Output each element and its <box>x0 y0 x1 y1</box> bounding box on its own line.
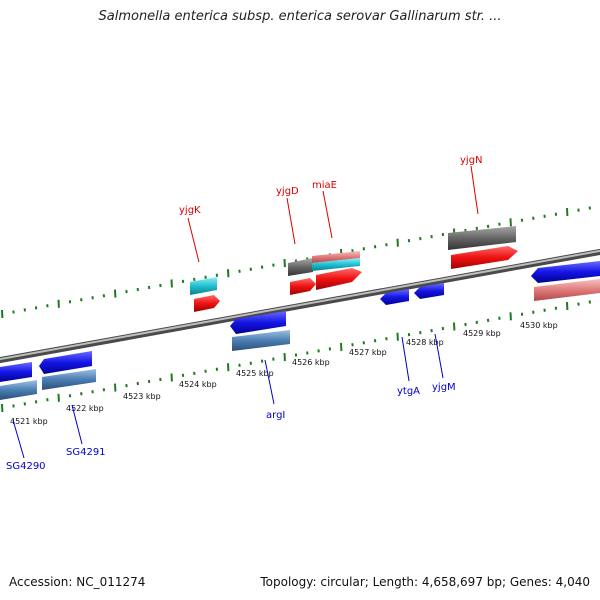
upper-tick-track <box>1 206 591 319</box>
gene-miaE-top[interactable] <box>312 251 360 263</box>
gene-yjgD[interactable] <box>290 278 316 295</box>
label-ytgA[interactable]: ytgA <box>397 386 420 397</box>
leader-yjgK <box>187 217 200 263</box>
leader-argI <box>264 359 275 405</box>
gene-SG4291[interactable] <box>39 351 92 374</box>
gene-yjgK-top[interactable] <box>190 277 217 295</box>
leader-yjgN <box>470 165 479 215</box>
gene-miaE[interactable] <box>316 268 362 290</box>
label-SG4290[interactable]: SG4290 <box>6 461 46 472</box>
gene-argI-lower[interactable] <box>232 330 290 351</box>
map-title: Salmonella enterica subsp. enterica sero… <box>98 9 502 24</box>
gene-ytgA[interactable] <box>380 289 409 305</box>
gene-yjgD-top[interactable] <box>288 258 313 276</box>
gene-right-blue[interactable] <box>531 261 600 283</box>
accession-text: Accession: NC_011274 <box>9 575 146 589</box>
label-SG4291[interactable]: SG4291 <box>66 447 106 458</box>
kbp-label-4527: 4527 kbp <box>349 348 387 357</box>
kbp-label-4525: 4525 kbp <box>236 369 274 378</box>
gene-yjgN-top[interactable] <box>448 226 516 250</box>
label-yjgD[interactable]: yjgD <box>276 186 299 197</box>
kbp-label-4522: 4522 kbp <box>66 404 104 413</box>
kbp-label-4523: 4523 kbp <box>123 392 161 401</box>
gene-SG4291-lower[interactable] <box>42 369 96 390</box>
lower-tick-track <box>1 300 591 413</box>
gene-miaE-mid[interactable] <box>312 258 360 271</box>
label-yjgM[interactable]: yjgM <box>432 382 456 393</box>
leader-ytgA <box>401 336 410 382</box>
gene-SG4290[interactable] <box>0 362 32 382</box>
kbp-label-4529: 4529 kbp <box>463 329 501 338</box>
kbp-label-4524: 4524 kbp <box>179 380 217 389</box>
kbp-label-4521: 4521 kbp <box>10 417 48 426</box>
leader-yjgD <box>286 197 296 245</box>
gene-right-salmon[interactable] <box>534 279 600 301</box>
gene-yjgM[interactable] <box>414 283 444 299</box>
leader-miaE <box>322 190 333 239</box>
kbp-label-4526: 4526 kbp <box>292 358 330 367</box>
kbp-label-4528: 4528 kbp <box>406 338 444 347</box>
label-argI[interactable]: argI <box>266 410 285 421</box>
topology-text: Topology: circular; Length: 4,658,697 bp… <box>260 575 590 589</box>
leader-SG4291 <box>71 404 83 445</box>
leader-yjgM <box>434 333 444 379</box>
label-yjgN[interactable]: yjgN <box>460 155 483 166</box>
label-yjgK[interactable]: yjgK <box>179 205 201 216</box>
leader-SG4290 <box>12 419 25 459</box>
kbp-label-4530: 4530 kbp <box>520 321 558 330</box>
label-miaE[interactable]: miaE <box>312 180 337 191</box>
gene-yjgK[interactable] <box>194 295 220 312</box>
gene-yjgN[interactable] <box>451 246 518 269</box>
gene-argI[interactable] <box>230 311 286 334</box>
gene-SG4290-lower[interactable] <box>0 380 37 400</box>
genome-backbone-highlight <box>0 249 600 361</box>
